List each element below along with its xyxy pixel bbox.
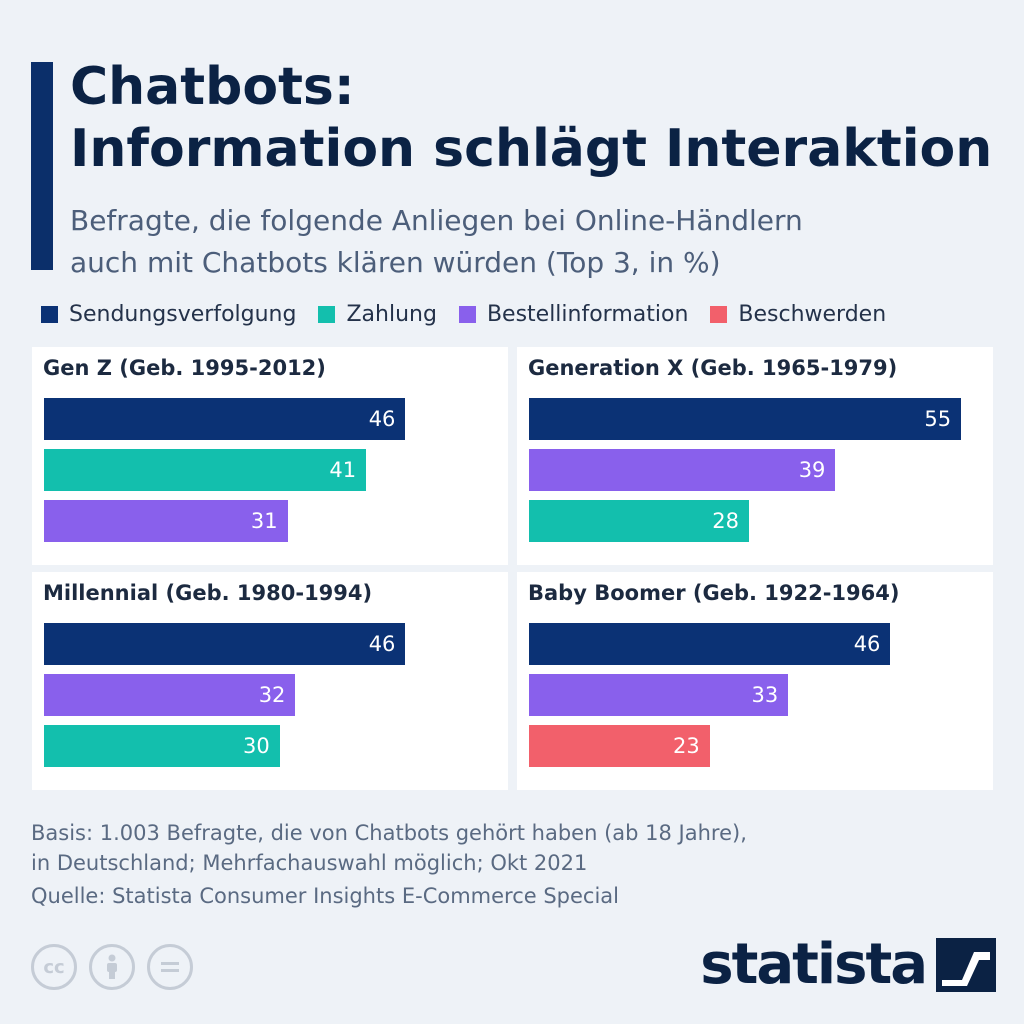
bar-beschwerden: 23 <box>529 725 710 767</box>
legend-item-beschwerden: Beschwerden <box>710 302 886 327</box>
legend-swatch <box>41 305 58 323</box>
bar-sendungsverfolgung: 55 <box>529 398 962 440</box>
brand-wordmark: statista <box>700 932 928 997</box>
chart-subtitle-line2: auch mit Chatbots klären würden (Top 3, … <box>70 246 721 279</box>
legend-swatch <box>710 305 728 323</box>
bar-value-label: 31 <box>250 509 278 533</box>
legend-label: Zahlung <box>346 301 437 327</box>
statista-logo-icon <box>936 937 996 992</box>
bar-value-label: 28 <box>712 509 739 533</box>
bar-zahlung: 41 <box>44 449 367 491</box>
basis-line1: Basis: 1.003 Befragte, die von Chatbots … <box>31 821 747 845</box>
legend-label: Bestellinformation <box>486 301 689 327</box>
bar-value-label: 55 <box>924 407 952 431</box>
bar-zahlung: 30 <box>44 725 280 767</box>
panel-title: Generation X (Geb. 1965-1979) <box>528 356 898 380</box>
legend-swatch <box>318 305 336 323</box>
bar-bestellinformation: 33 <box>529 674 789 716</box>
bar-value-label: 33 <box>751 683 779 707</box>
panel-title: Millennial (Geb. 1980-1994) <box>43 581 373 605</box>
no-derivatives-icon[interactable] <box>147 944 193 990</box>
bar-value-label: 46 <box>368 407 396 431</box>
title-accent-bar <box>31 62 53 270</box>
panel-baby-boomer: Baby Boomer (Geb. 1922-1964) 46 33 23 <box>517 572 993 790</box>
bar-value-label: 39 <box>798 458 826 482</box>
bar-zahlung: 28 <box>529 500 749 542</box>
legend-item-sendungsverfolgung: Sendungsverfolgung <box>41 302 296 327</box>
cc-icon[interactable]: cc <box>31 944 77 990</box>
bar-bestellinformation: 32 <box>44 674 296 716</box>
legend-label: Beschwerden <box>738 301 887 327</box>
statista-logo[interactable]: statista <box>700 932 996 997</box>
chart-subtitle: Befragte, die folgende Anliegen bei Onli… <box>70 200 970 284</box>
bar-value-label: 32 <box>258 683 286 707</box>
chart-title-line1: Chatbots: <box>70 57 355 117</box>
panel-title: Baby Boomer (Geb. 1922-1964) <box>528 581 900 605</box>
chart-title-line2: Information schlägt Interaktion <box>70 119 993 179</box>
basis-line2: in Deutschland; Mehrfachauswahl möglich;… <box>31 851 588 875</box>
bar-sendungsverfolgung: 46 <box>44 398 406 440</box>
bar-value-label: 23 <box>672 734 700 758</box>
bar-value-label: 41 <box>329 458 357 482</box>
panel-generation-x: Generation X (Geb. 1965-1979) 55 39 28 <box>517 347 993 565</box>
chart-title: Chatbots: Information schlägt Interaktio… <box>70 56 992 180</box>
legend: Sendungsverfolgung Zahlung Bestellinform… <box>41 296 908 332</box>
basis-note: Basis: 1.003 Befragte, die von Chatbots … <box>31 818 971 878</box>
bar-bestellinformation: 31 <box>44 500 288 542</box>
panel-millennial: Millennial (Geb. 1980-1994) 46 32 30 <box>32 572 508 790</box>
legend-swatch <box>458 305 476 323</box>
legend-item-bestellinformation: Bestellinformation <box>458 301 689 327</box>
panel-title: Gen Z (Geb. 1995-2012) <box>43 356 326 380</box>
panel-gen-z: Gen Z (Geb. 1995-2012) 46 41 31 <box>32 347 508 565</box>
legend-item-zahlung: Zahlung <box>318 301 437 327</box>
license-icons: cc <box>31 944 205 990</box>
bar-bestellinformation: 39 <box>529 449 836 491</box>
source-note: Quelle: Statista Consumer Insights E-Com… <box>31 884 620 908</box>
legend-label: Sendungsverfolgung <box>69 301 297 327</box>
bar-sendungsverfolgung: 46 <box>529 623 891 665</box>
chart-subtitle-line1: Befragte, die folgende Anliegen bei Onli… <box>70 204 803 237</box>
attribution-icon[interactable] <box>89 944 135 990</box>
bar-value-label: 30 <box>242 734 270 758</box>
bar-value-label: 46 <box>368 632 396 656</box>
bar-value-label: 46 <box>853 632 881 656</box>
bar-sendungsverfolgung: 46 <box>44 623 406 665</box>
